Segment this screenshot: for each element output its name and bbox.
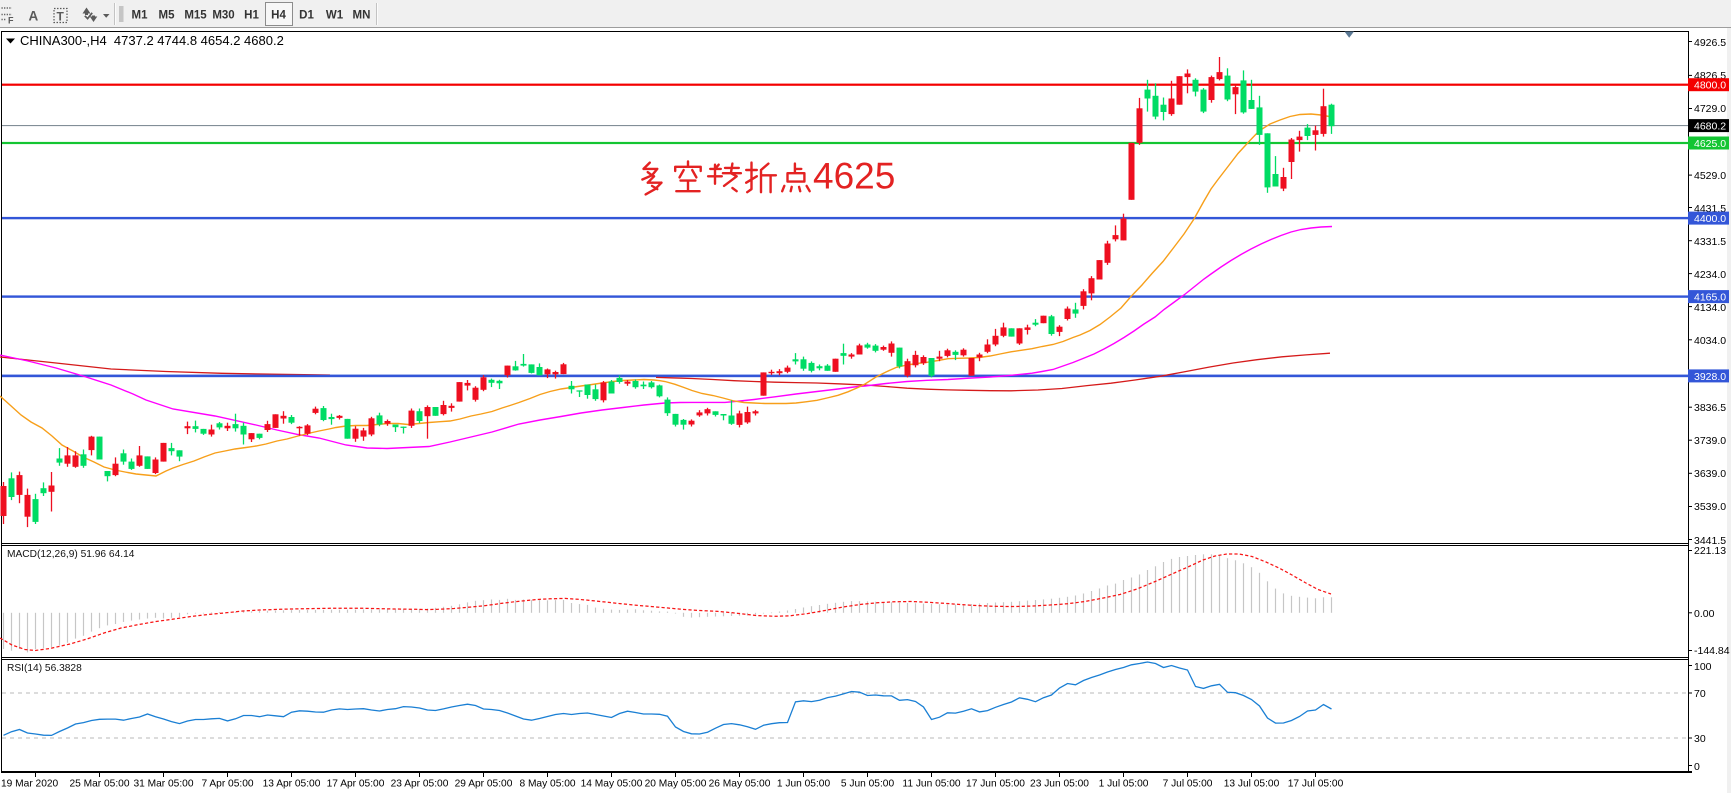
svg-text:11 Jun 05:00: 11 Jun 05:00 bbox=[902, 779, 960, 790]
svg-text:CHINA300-,H4 4737.2 4744.8 46: CHINA300-,H4 4737.2 4744.8 4654.2 4680.2 bbox=[20, 33, 284, 48]
svg-text:4800.0: 4800.0 bbox=[1694, 80, 1726, 92]
svg-text:70: 70 bbox=[1694, 688, 1706, 700]
svg-text:4680.2: 4680.2 bbox=[1694, 121, 1726, 133]
svg-text:7 Jul 05:00: 7 Jul 05:00 bbox=[1163, 779, 1213, 790]
svg-text:3539.0: 3539.0 bbox=[1694, 501, 1726, 513]
svg-text:17 Jun 05:00: 17 Jun 05:00 bbox=[966, 779, 1025, 790]
svg-text:H1: H1 bbox=[244, 10, 259, 22]
svg-text:221.13: 221.13 bbox=[1694, 545, 1726, 557]
svg-text:14 May 05:00: 14 May 05:00 bbox=[581, 779, 643, 790]
svg-text:20 May 05:00: 20 May 05:00 bbox=[645, 779, 707, 790]
svg-text:D1: D1 bbox=[299, 10, 314, 22]
svg-text:3928.0: 3928.0 bbox=[1694, 371, 1726, 383]
svg-text:MN: MN bbox=[353, 10, 371, 22]
svg-text:17 Apr 05:00: 17 Apr 05:00 bbox=[327, 779, 385, 790]
svg-text:4034.0: 4034.0 bbox=[1694, 335, 1726, 347]
svg-text:-144.84: -144.84 bbox=[1694, 645, 1730, 657]
svg-text:13 Jul 05:00: 13 Jul 05:00 bbox=[1224, 779, 1280, 790]
svg-text:A: A bbox=[29, 9, 39, 24]
svg-text:4729.0: 4729.0 bbox=[1694, 103, 1726, 115]
svg-text:3441.5: 3441.5 bbox=[1694, 535, 1726, 547]
svg-text:M15: M15 bbox=[184, 10, 207, 22]
svg-text:4234.0: 4234.0 bbox=[1694, 269, 1726, 281]
svg-text:1 Jul 05:00: 1 Jul 05:00 bbox=[1099, 779, 1149, 790]
svg-text:M1: M1 bbox=[132, 10, 149, 22]
svg-text:3836.5: 3836.5 bbox=[1694, 402, 1726, 414]
svg-text:29 Apr 05:00: 29 Apr 05:00 bbox=[455, 779, 513, 790]
svg-text:23 Jun 05:00: 23 Jun 05:00 bbox=[1030, 779, 1089, 790]
svg-text:13 Apr 05:00: 13 Apr 05:00 bbox=[263, 779, 321, 790]
svg-text:4165.0: 4165.0 bbox=[1694, 292, 1726, 304]
svg-text:4331.5: 4331.5 bbox=[1694, 236, 1726, 248]
svg-text:RSI(14) 56.3828: RSI(14) 56.3828 bbox=[7, 663, 82, 674]
svg-text:MACD(12,26,9) 51.96 64.14: MACD(12,26,9) 51.96 64.14 bbox=[7, 549, 135, 560]
svg-text:5 Jun 05:00: 5 Jun 05:00 bbox=[841, 779, 895, 790]
svg-text:7 Apr 05:00: 7 Apr 05:00 bbox=[201, 779, 253, 790]
svg-text:8 May 05:00: 8 May 05:00 bbox=[519, 779, 575, 790]
svg-text:4529.0: 4529.0 bbox=[1694, 170, 1726, 182]
svg-text:4625: 4625 bbox=[813, 156, 895, 197]
svg-text:F: F bbox=[8, 16, 14, 26]
svg-text:23 Apr 05:00: 23 Apr 05:00 bbox=[391, 779, 449, 790]
svg-text:25 Mar 05:00: 25 Mar 05:00 bbox=[69, 779, 129, 790]
svg-text:4625.0: 4625.0 bbox=[1694, 138, 1726, 150]
svg-text:M30: M30 bbox=[212, 10, 234, 22]
svg-text:1 Jun 05:00: 1 Jun 05:00 bbox=[777, 779, 831, 790]
svg-text:3639.0: 3639.0 bbox=[1694, 468, 1726, 480]
svg-text:4926.5: 4926.5 bbox=[1694, 37, 1726, 49]
svg-text:30: 30 bbox=[1694, 733, 1706, 745]
svg-text:19 Mar 2020: 19 Mar 2020 bbox=[1, 779, 59, 790]
svg-text:26 May 05:00: 26 May 05:00 bbox=[709, 779, 771, 790]
svg-text:T: T bbox=[57, 10, 65, 24]
svg-text:0: 0 bbox=[1694, 761, 1700, 773]
svg-text:17 Jul 05:00: 17 Jul 05:00 bbox=[1288, 779, 1344, 790]
svg-text:31 Mar 05:00: 31 Mar 05:00 bbox=[133, 779, 193, 790]
svg-text:0.00: 0.00 bbox=[1694, 608, 1715, 620]
svg-text:3739.0: 3739.0 bbox=[1694, 435, 1726, 447]
svg-text:M5: M5 bbox=[159, 10, 176, 22]
svg-text:H4: H4 bbox=[271, 10, 286, 22]
svg-text:4400.0: 4400.0 bbox=[1694, 213, 1726, 225]
svg-text:100: 100 bbox=[1694, 661, 1712, 673]
svg-text:4134.0: 4134.0 bbox=[1694, 302, 1726, 314]
svg-text:W1: W1 bbox=[326, 10, 344, 22]
